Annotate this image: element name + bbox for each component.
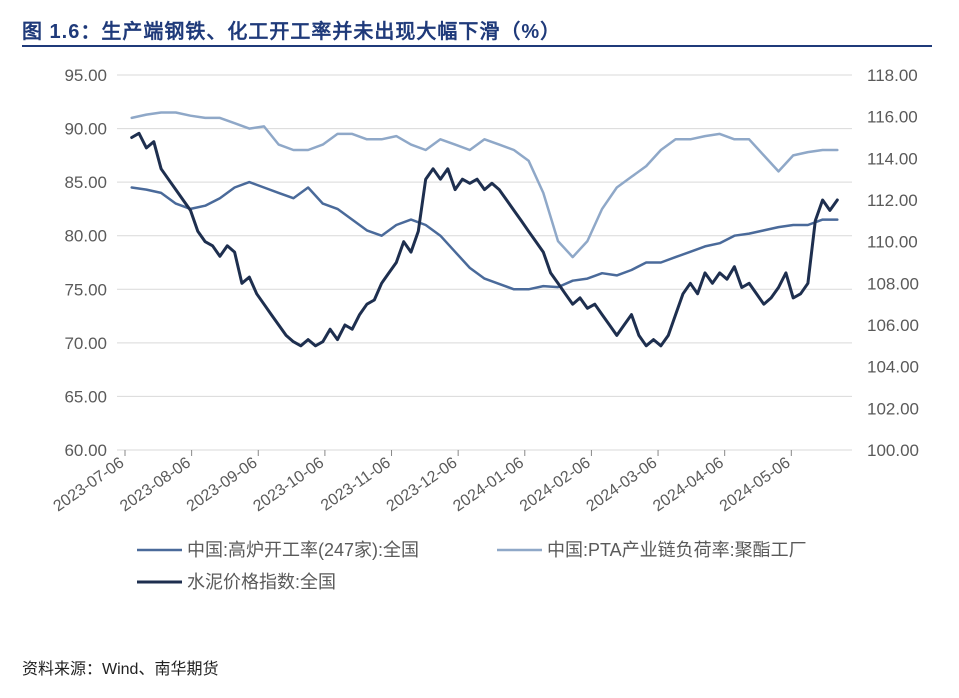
- chart-area: 60.00 65.00 70.00 75.00 80.00 85.00 90.00 95.00…: [22, 55, 932, 610]
- y-right-label: 102.00: [867, 399, 919, 418]
- x-label: 2024-01-06: [450, 454, 527, 515]
- y-right-label: 100.00: [867, 441, 919, 460]
- x-label: 2024-03-06: [584, 454, 661, 515]
- y-right-label: 116.00: [867, 108, 918, 127]
- y-left-label: 90.00: [64, 120, 107, 139]
- legend-label: 中国:高炉开工率(247家):全国: [187, 540, 419, 560]
- y-left-label: 65.00: [64, 387, 107, 406]
- y-right-label: 104.00: [867, 358, 919, 377]
- y-left-label: 75.00: [64, 280, 107, 299]
- y-left-label: 85.00: [64, 173, 107, 192]
- y-right-label: 118.00: [867, 66, 918, 85]
- x-label: 2024-02-06: [517, 454, 594, 515]
- legend-label: 中国:PTA产业链负荷率:聚酯工厂: [547, 540, 807, 560]
- x-label: 2023-12-06: [384, 454, 461, 515]
- x-label: 2024-04-06: [650, 454, 727, 515]
- y-right-label: 110.00: [867, 233, 918, 252]
- series-line-2: [132, 133, 838, 345]
- y-right-label: 106.00: [867, 316, 919, 335]
- y-right-label: 114.00: [867, 149, 918, 168]
- x-label: 2023-08-06: [117, 454, 194, 515]
- y-right-label: 108.00: [867, 274, 919, 293]
- y-right-label: 112.00: [867, 191, 918, 210]
- x-label: 2023-10-06: [250, 454, 327, 515]
- x-label: 2024-05-06: [717, 454, 794, 515]
- legend-label: 水泥价格指数:全国: [187, 572, 336, 592]
- x-label: 2023-07-06: [51, 454, 128, 515]
- figure-container: 图 1.6：生产端钢铁、化工开工率并未出现大幅下滑（%） 60.00 65.00 7…: [0, 0, 959, 698]
- y-left-label: 60.00: [64, 441, 107, 460]
- y-left-label: 80.00: [64, 227, 107, 246]
- chart-title: 图 1.6：生产端钢铁、化工开工率并未出现大幅下滑（%）: [22, 15, 561, 44]
- x-label: 2023-09-06: [184, 454, 261, 515]
- title-underline: [22, 45, 932, 47]
- y-left-label: 95.00: [64, 66, 107, 85]
- x-label: 2023-11-06: [318, 454, 394, 514]
- source-text: 资料来源：Wind、南华期货: [22, 655, 218, 679]
- chart-svg: 60.00 65.00 70.00 75.00 80.00 85.00 90.00 95.00…: [22, 55, 932, 610]
- y-left-label: 70.00: [64, 334, 107, 353]
